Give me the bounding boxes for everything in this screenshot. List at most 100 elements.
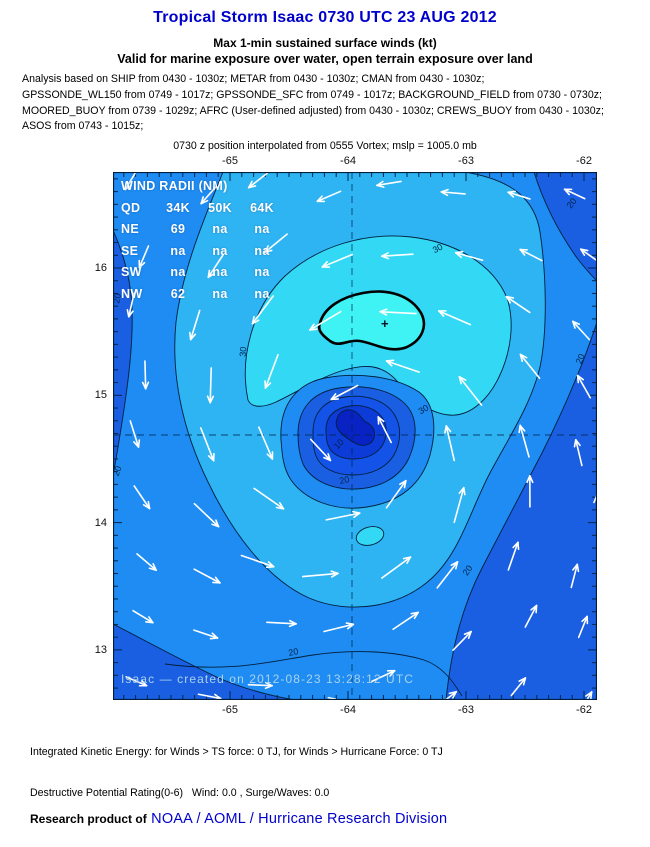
ring-0-5 [335, 409, 375, 446]
map-border [113, 172, 597, 700]
analysis-line: MOORED_BUOY from 0739 - 1029z; AFRC (Use… [22, 104, 604, 117]
wind-arrow [264, 353, 279, 389]
credit-line: Research product of NOAA / AOML / Hurric… [30, 810, 640, 828]
wind-arrow [454, 250, 484, 262]
ike-line: Integrated Kinetic Energy: for Winds > T… [30, 745, 443, 758]
wind-arrow [138, 245, 150, 269]
lat-axis-label: 14 [94, 517, 107, 529]
wind-arrow [264, 233, 288, 254]
radii-value-cell: na [254, 243, 270, 258]
wind-arrow [563, 188, 586, 200]
radii-quadrant-cell: NW [121, 286, 143, 301]
contour-level-label: 30 [417, 403, 431, 417]
wind-arrow [206, 367, 215, 404]
wind-arrow [133, 485, 151, 510]
band-35-plus-max-region [317, 290, 426, 351]
radii-value-cell: 64K [250, 200, 274, 215]
wind-arrow [193, 502, 220, 528]
credit-organization: NOAA / AOML / Hurricane Research Divisio… [151, 811, 448, 827]
radii-value-cell: na [212, 243, 228, 258]
wind-arrow [189, 309, 201, 341]
wind-arrow [577, 615, 589, 639]
lon-axis-label-bottom: -62 [576, 704, 592, 716]
wind-arrow [124, 172, 137, 191]
contour-level-label: 20 [461, 563, 475, 577]
subtitle-winds: Max 1-min sustained surface winds (kt) [213, 36, 437, 50]
contour-level-label: 10 [332, 437, 346, 451]
wind-arrow [518, 424, 530, 458]
wind-arrow [526, 475, 534, 508]
wind-arrow [505, 295, 531, 314]
wind-radii-row: NE 69 na na [121, 219, 283, 241]
lon-axis-label-bottom: -65 [222, 704, 238, 716]
wind-arrow [302, 570, 339, 578]
lat-axis-label: 16 [94, 262, 107, 274]
radii-value-cell: na [254, 222, 270, 236]
radii-quadrant-cell: SE [121, 243, 139, 258]
wind-arrow [379, 308, 417, 316]
radii-value-cell: na [170, 243, 186, 258]
wind-arrow [247, 172, 268, 189]
wind-arrow [247, 681, 273, 690]
contour-level-label: 20 [574, 352, 587, 365]
wind-arrow [266, 619, 297, 628]
contour-level-label: 20 [338, 474, 350, 486]
wind-radii-row: SE na na na [121, 241, 283, 263]
wind-arrow [251, 295, 274, 325]
wind-arrow [507, 190, 531, 200]
wind-arrow [136, 553, 157, 572]
radii-value-cell: na [254, 265, 270, 279]
wind-arrow [321, 253, 354, 268]
wind-arrow [323, 622, 355, 633]
radii-value-cell: 62 [170, 286, 186, 301]
wind-analysis-map: 20 20 20 20 20 20 20 30 30 30 10 + WIND RADII (NM)… [95, 155, 597, 716]
wind-arrow [377, 416, 392, 444]
wind-arrow [524, 604, 538, 628]
analysis-line: GPSSONDE_WL150 from 0749 - 1017z; GPSSON… [22, 88, 602, 101]
wind-arrow [440, 188, 466, 197]
wind-arrow [125, 676, 148, 687]
radii-value-cell: na [170, 265, 186, 279]
radii-value-cell: 69 [170, 222, 186, 236]
lon-axis-label-top: -64 [340, 155, 356, 167]
wind-arrow [438, 310, 472, 326]
wind-arrow [141, 360, 150, 390]
wind-arrow [316, 190, 342, 203]
wind-radii-table: WIND RADII (NM) QD 34K 50K 64K NE 69 na na SE na n… [121, 176, 283, 305]
dpr-line: Destructive Potential Rating(0-6) Wind: … [30, 786, 330, 799]
wind-arrow [573, 439, 583, 467]
wind-arrow [309, 310, 342, 331]
analysis-line: Analysis based on SHIP from 0430 - 1030z… [22, 73, 485, 85]
wind-direction-arrows [124, 172, 597, 700]
wind-arrow [381, 556, 412, 579]
lon-axis-label-top: -62 [576, 155, 592, 167]
radii-value-cell: 34K [166, 200, 190, 215]
wind-radii-row: NW 62 na na [121, 284, 283, 306]
band-15-20-left-sliver [113, 229, 133, 477]
lon-axis-label-bottom: -64 [340, 704, 356, 716]
wind-arrow [193, 629, 219, 640]
credit-prefix: Research product of [30, 812, 147, 826]
lon-axis-label-top: -63 [458, 155, 474, 167]
wind-arrow [458, 376, 483, 406]
footer-stats: Integrated Kinetic Energy: for Winds > T… [30, 718, 630, 847]
wind-radii-row: QD 34K 50K 64K [121, 198, 283, 220]
page-title: Tropical Storm Isaac 0730 UTC 23 AUG 201… [153, 9, 497, 26]
wind-radii-title: WIND RADII (NM) [121, 179, 228, 193]
subtitle-exposure: Valid for marine exposure over water, op… [117, 52, 533, 66]
wind-arrow [200, 185, 218, 205]
radii-quadrant-cell: SW [121, 265, 142, 279]
lon-axis-label-top: -65 [222, 155, 238, 167]
wind-arrow [519, 353, 541, 380]
radii-value-cell: na [254, 286, 270, 301]
wind-arrow [385, 359, 420, 373]
lat-axis-label: 15 [94, 389, 107, 401]
contour-level-label: 20 [287, 646, 299, 658]
lat-axis-label: 13 [94, 644, 107, 656]
contour-level-label: 20 [113, 465, 124, 478]
max-wind-plus-marker: + [381, 316, 389, 331]
wind-arrow [371, 669, 396, 683]
wind-arrow [576, 374, 592, 399]
wind-arrow [392, 611, 419, 631]
